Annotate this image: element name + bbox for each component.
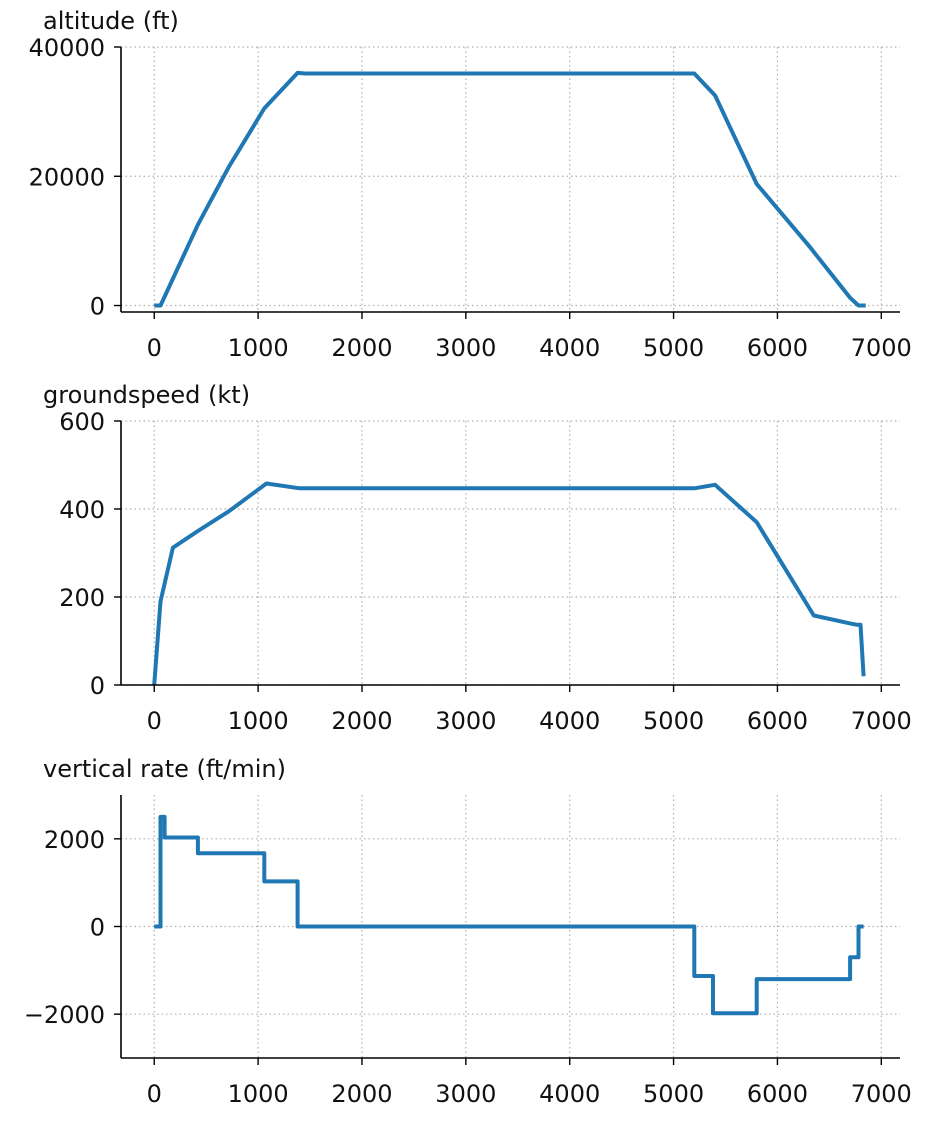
y-tick-label: 400 bbox=[59, 496, 105, 524]
x-tick-label: 7000 bbox=[851, 707, 912, 735]
x-tick-label: 4000 bbox=[539, 334, 600, 362]
x-tick-label: 6000 bbox=[747, 1080, 808, 1108]
x-tick-label: 5000 bbox=[643, 707, 704, 735]
subplot-3: 0 1000 2000 3000 4000 5000 6000 7000 −2000 0 2000 v… bbox=[24, 755, 912, 1108]
y-tick-label: 600 bbox=[59, 408, 105, 436]
x-tick-label: 2000 bbox=[331, 707, 392, 735]
x-tick-label: 5000 bbox=[643, 334, 704, 362]
y-tick-label: 2000 bbox=[44, 826, 105, 854]
y-tick-label: 0 bbox=[90, 672, 105, 700]
y-tick-label: 0 bbox=[90, 293, 105, 321]
y-tick-label: 20000 bbox=[29, 163, 105, 191]
series-line bbox=[152, 481, 866, 686]
x-tick-label: 4000 bbox=[539, 1080, 600, 1108]
x-tick-label: 2000 bbox=[331, 334, 392, 362]
x-tick-label: 0 bbox=[147, 334, 162, 362]
x-tick-label: 1000 bbox=[228, 1080, 289, 1108]
subplot-1: 0 1000 2000 3000 4000 5000 6000 7000 0 20000 40000… bbox=[29, 7, 912, 362]
x-tick-label: 1000 bbox=[228, 707, 289, 735]
x-tick-label: 6000 bbox=[747, 707, 808, 735]
x-tick-label: 0 bbox=[147, 707, 162, 735]
x-tick-label: 1000 bbox=[228, 334, 289, 362]
subplot-title: altitude (ft) bbox=[43, 7, 179, 35]
subplot-title: vertical rate (ft/min) bbox=[43, 755, 286, 783]
x-tick-label: 0 bbox=[147, 1080, 162, 1108]
y-tick-label: 40000 bbox=[29, 34, 105, 62]
y-tick-label: 0 bbox=[90, 914, 105, 942]
x-tick-label: 3000 bbox=[435, 1080, 496, 1108]
subplot-title: groundspeed (kt) bbox=[43, 381, 250, 409]
x-tick-label: 3000 bbox=[435, 707, 496, 735]
x-tick-label: 4000 bbox=[539, 707, 600, 735]
x-tick-label: 3000 bbox=[435, 334, 496, 362]
subplot-2: 0 1000 2000 3000 4000 5000 6000 7000 0 200 400 600g… bbox=[43, 381, 912, 735]
x-tick-label: 7000 bbox=[851, 1080, 912, 1108]
x-tick-label: 5000 bbox=[643, 1080, 704, 1108]
series-line bbox=[154, 70, 866, 308]
series-line bbox=[154, 814, 864, 1016]
x-tick-label: 7000 bbox=[851, 334, 912, 362]
y-tick-label: −2000 bbox=[24, 1001, 105, 1029]
x-tick-label: 2000 bbox=[331, 1080, 392, 1108]
x-tick-label: 6000 bbox=[747, 334, 808, 362]
y-tick-label: 200 bbox=[59, 584, 105, 612]
